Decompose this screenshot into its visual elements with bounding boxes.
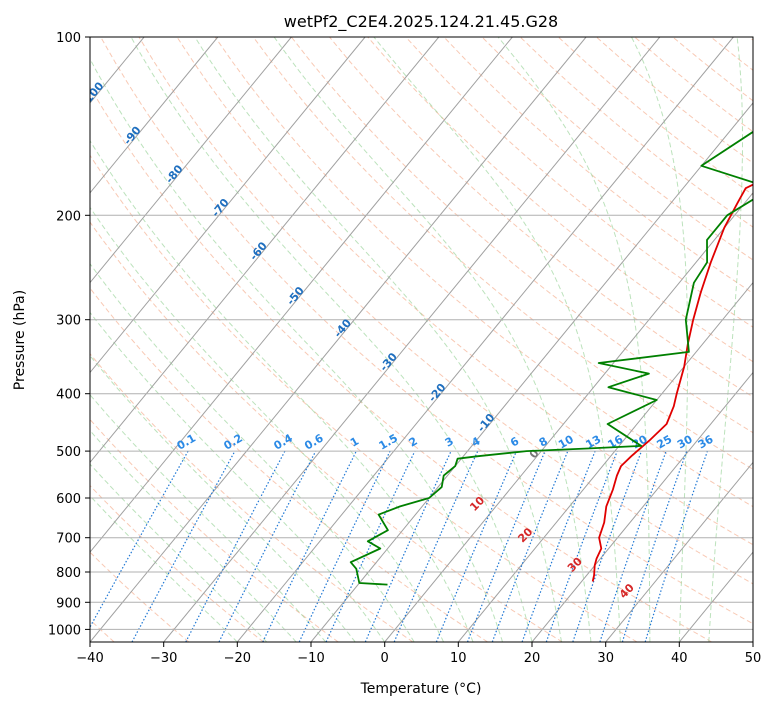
moist-adiabat-line [90, 57, 503, 642]
moist-adiabat-line [708, 37, 743, 642]
isotherm-line [90, 37, 219, 194]
mixing-ratio-line [185, 450, 286, 642]
chart-title: wetPf2_C2E4.2025.124.21.45.G28 [284, 12, 558, 32]
moist-adiabat-line [90, 139, 474, 642]
mixing-ratio-line [218, 450, 317, 642]
y-tick-label: 200 [56, 209, 81, 224]
y-tick-label: 100 [56, 31, 81, 46]
isotherm-line [90, 37, 513, 553]
moist-adiabat-line [273, 37, 592, 642]
moist-adiabat-line [194, 37, 562, 642]
dry-adiabat-line [90, 221, 563, 642]
profiles [349, 130, 753, 586]
moist-adiabat-line [90, 354, 356, 642]
x-axis-label: Temperature (°C) [360, 681, 482, 697]
isotherm-line [310, 102, 753, 642]
mixing-ratio-line [131, 450, 236, 642]
plot-background [90, 37, 753, 642]
moist-adiabat-line [90, 393, 327, 642]
x-tick-label: 50 [745, 651, 762, 666]
y-axis-label: Pressure (hPa) [12, 290, 28, 390]
moist-adiabat-line [130, 37, 533, 642]
mixing-ratio-line [572, 450, 643, 642]
moist-adiabat-line [90, 463, 268, 642]
dry-adiabat-line [90, 418, 339, 642]
mixing-ratio-line [521, 450, 596, 642]
dry-adiabat-line [176, 37, 753, 546]
dry-adiabat-line [90, 154, 638, 642]
mixing-ratio-line [90, 450, 189, 629]
isotherm-line [384, 192, 753, 642]
dry-adiabat-line [329, 37, 753, 398]
mixing-ratio-line [325, 450, 416, 642]
plot-frame [89, 36, 754, 643]
x-tick-label: 20 [524, 651, 541, 666]
dry-adiabat-line [90, 287, 488, 642]
isotherm-line [457, 281, 753, 642]
isotherm-line [0, 37, 70, 642]
y-tick-label: 300 [56, 314, 81, 329]
y-tick-label: 700 [56, 532, 81, 547]
mixing-ratio-line [545, 450, 618, 642]
dry-adiabat-line [90, 86, 712, 642]
y-tick-label: 600 [56, 492, 81, 507]
y-tick-label: 1000 [48, 623, 81, 638]
moist-adiabat-line [90, 262, 415, 642]
temperature-profile-line [591, 183, 753, 582]
y-tick-label: 900 [56, 596, 81, 611]
moist-adiabat-line [631, 37, 689, 642]
y-tick-label: 800 [56, 566, 81, 581]
y-tick-label: 400 [56, 388, 81, 403]
dry-adiabat-line [138, 37, 753, 585]
mixing-ratio-line [621, 450, 688, 642]
x-tick-label: 0 [381, 651, 389, 666]
x-tick-label: −30 [150, 651, 177, 666]
isotherm-line [90, 37, 587, 642]
dry-adiabat-line [291, 37, 753, 434]
x-tick-label: 30 [597, 651, 614, 666]
mixing-ratio-line [435, 450, 518, 642]
x-tick-label: −10 [297, 651, 324, 666]
x-tick-label: 40 [671, 651, 688, 666]
dry-adiabat-line [90, 484, 264, 642]
dry-adiabat-line [100, 37, 753, 625]
mixing-ratio-line [466, 450, 546, 642]
mixing-ratio-line [644, 450, 708, 642]
isotherm-line [90, 37, 366, 374]
isotherm-line [90, 37, 292, 284]
isotherm-line [605, 461, 753, 642]
moist-adiabat-line [90, 311, 386, 642]
isotherm-line [163, 37, 661, 642]
dry-adiabat-line [443, 37, 753, 294]
moist-adiabat-line [373, 37, 621, 642]
mixing-ratio-line [491, 450, 569, 642]
x-tick-label: 10 [450, 651, 467, 666]
dry-adiabat-line [405, 37, 753, 328]
background-lines [0, 37, 753, 642]
isotherm-line [90, 37, 440, 464]
mixing-ratio-line [599, 450, 667, 642]
moist-adiabat-line [90, 495, 238, 642]
moist-adiabat-line [90, 429, 297, 642]
y-tick-label: 500 [56, 445, 81, 460]
dewpoint-profile-line [349, 130, 753, 586]
x-tick-label: −20 [224, 651, 251, 666]
mixing-ratio-line [393, 450, 479, 642]
mixing-ratio-line [298, 450, 391, 642]
dry-adiabat-line [90, 551, 190, 642]
isotherm-line [236, 37, 734, 642]
mixing-ratio-line [364, 450, 452, 642]
moist-adiabat-line [497, 37, 651, 642]
axes: −40 −30 −20 −10 0 10 20 30 40 50 100 200 300 400 500 60… [48, 31, 761, 666]
isotherm-line [531, 371, 753, 642]
x-tick-label: −40 [76, 651, 103, 666]
isotherm-line [752, 641, 753, 642]
